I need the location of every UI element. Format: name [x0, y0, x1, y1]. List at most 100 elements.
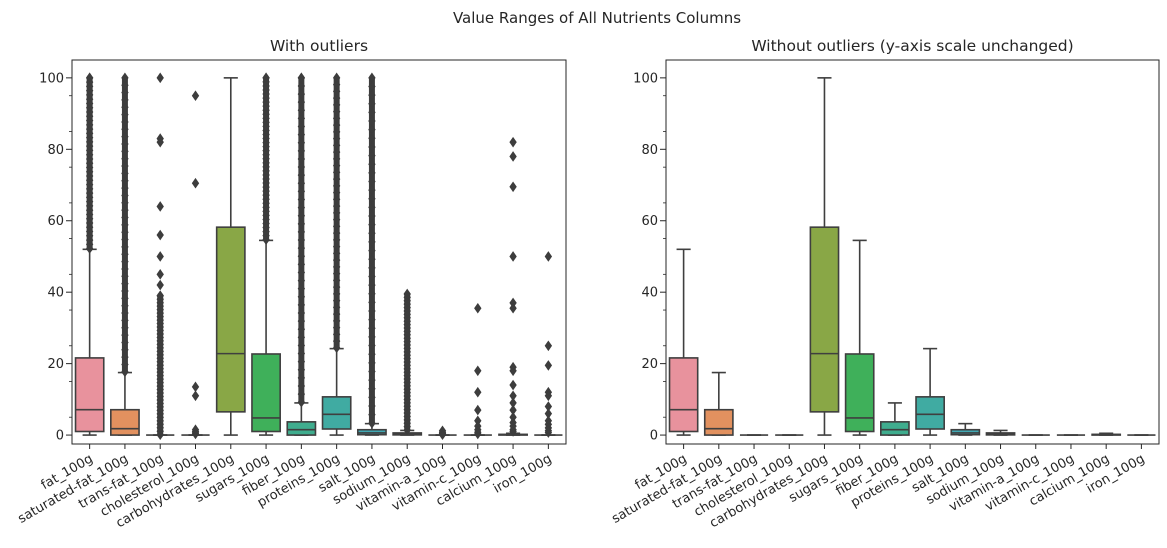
outlier-point	[368, 340, 376, 351]
y-tick-label: 40	[641, 286, 658, 301]
y-tick-label: 60	[641, 214, 658, 229]
box-body	[215, 226, 246, 413]
outlier-point	[474, 386, 482, 398]
outlier-point	[332, 295, 341, 306]
box-carbohydrates_100g	[809, 77, 840, 436]
y-tick-label: 100	[39, 71, 64, 86]
outlier-point	[474, 302, 482, 314]
outlier-point	[368, 357, 376, 369]
outlier-point	[297, 323, 306, 335]
box-body	[251, 353, 281, 433]
panel-without-outliers: Without outliers (y-axis scale unchanged…	[609, 37, 1160, 531]
outlier-point	[368, 124, 376, 135]
outlier-point	[368, 227, 376, 239]
outlier-point	[332, 308, 341, 320]
outlier-point	[297, 291, 306, 303]
outlier-point	[332, 99, 341, 111]
outlier-point	[368, 288, 376, 300]
outlier-point	[544, 390, 553, 402]
outlier-point	[121, 337, 129, 348]
outlier-point	[121, 94, 129, 106]
outlier-point	[262, 72, 270, 84]
outlier-point	[121, 263, 129, 275]
box-salt_100g	[357, 72, 387, 436]
outlier-point	[368, 392, 376, 403]
outlier-point	[297, 121, 306, 132]
outlier-point	[332, 268, 341, 279]
outlier-point	[368, 409, 376, 420]
box-body	[668, 357, 699, 433]
outlier-point	[509, 181, 517, 193]
outlier-point	[368, 184, 376, 196]
box-vitamin-c_100g	[463, 302, 492, 440]
box-iron_100g	[534, 251, 563, 438]
box-cholesterol_100g	[181, 90, 210, 440]
outlier-point	[121, 160, 129, 172]
outlier-point	[121, 234, 129, 245]
outlier-point	[297, 234, 306, 246]
outlier-point	[509, 426, 517, 437]
outlier-point	[332, 187, 341, 198]
outlier-point	[368, 158, 376, 170]
y-tick-label: 40	[47, 286, 64, 301]
outlier-point	[156, 136, 164, 148]
outlier-point	[297, 161, 306, 173]
outlier-point	[332, 275, 341, 286]
box-salt_100g	[950, 422, 981, 436]
box-body	[74, 357, 105, 433]
box-body	[321, 396, 352, 430]
outlier-point	[156, 201, 164, 212]
outlier-point	[297, 177, 306, 189]
outlier-point	[474, 404, 482, 416]
outlier-point	[332, 281, 341, 293]
outlier-point	[544, 251, 553, 262]
outlier-point	[332, 315, 341, 327]
outlier-point	[332, 173, 341, 185]
outlier-point	[368, 305, 376, 317]
outlier-point	[121, 87, 129, 98]
outlier-point	[121, 315, 129, 326]
outlier-point	[332, 92, 341, 104]
box-sugars_100g	[844, 239, 875, 436]
outlier-point	[509, 365, 517, 377]
y-tick-label: 0	[650, 429, 658, 444]
outlier-point	[403, 288, 411, 300]
outlier-point	[332, 302, 341, 313]
outlier-point	[121, 153, 129, 165]
outlier-point	[332, 72, 341, 84]
outlier-point	[156, 72, 164, 84]
outlier-point	[121, 248, 129, 260]
outlier-point	[544, 340, 553, 352]
y-tick-label: 80	[641, 143, 658, 158]
outlier-point	[297, 113, 306, 124]
outlier-point	[297, 72, 306, 84]
outlier-point	[191, 390, 200, 402]
outlier-point	[368, 236, 376, 248]
box-fat_100g	[74, 72, 105, 436]
outlier-point	[544, 360, 553, 371]
outlier-point	[368, 331, 376, 343]
outlier-point	[474, 365, 482, 377]
outlier-point	[368, 89, 376, 101]
outlier-point	[368, 115, 376, 127]
outlier-point	[121, 204, 129, 216]
box-fat_100g	[668, 248, 699, 436]
outlier-point	[332, 254, 341, 266]
box-sugars_100g	[251, 72, 281, 436]
box-fiber_100g	[286, 72, 317, 436]
outlier-point	[297, 299, 306, 311]
outlier-point	[297, 267, 306, 278]
outlier-point	[297, 104, 306, 116]
outlier-point	[297, 388, 306, 400]
outlier-point	[297, 194, 306, 205]
box-proteins_100g	[915, 347, 945, 436]
box-calcium_100g	[498, 136, 528, 437]
box-body	[286, 421, 317, 436]
outlier-point	[368, 383, 376, 395]
y-tick-label: 0	[56, 429, 64, 444]
outlier-point	[332, 214, 341, 225]
y-tick-label: 80	[47, 143, 64, 158]
outlier-point	[297, 210, 306, 222]
outlier-point	[297, 96, 306, 108]
outlier-point	[121, 138, 129, 150]
